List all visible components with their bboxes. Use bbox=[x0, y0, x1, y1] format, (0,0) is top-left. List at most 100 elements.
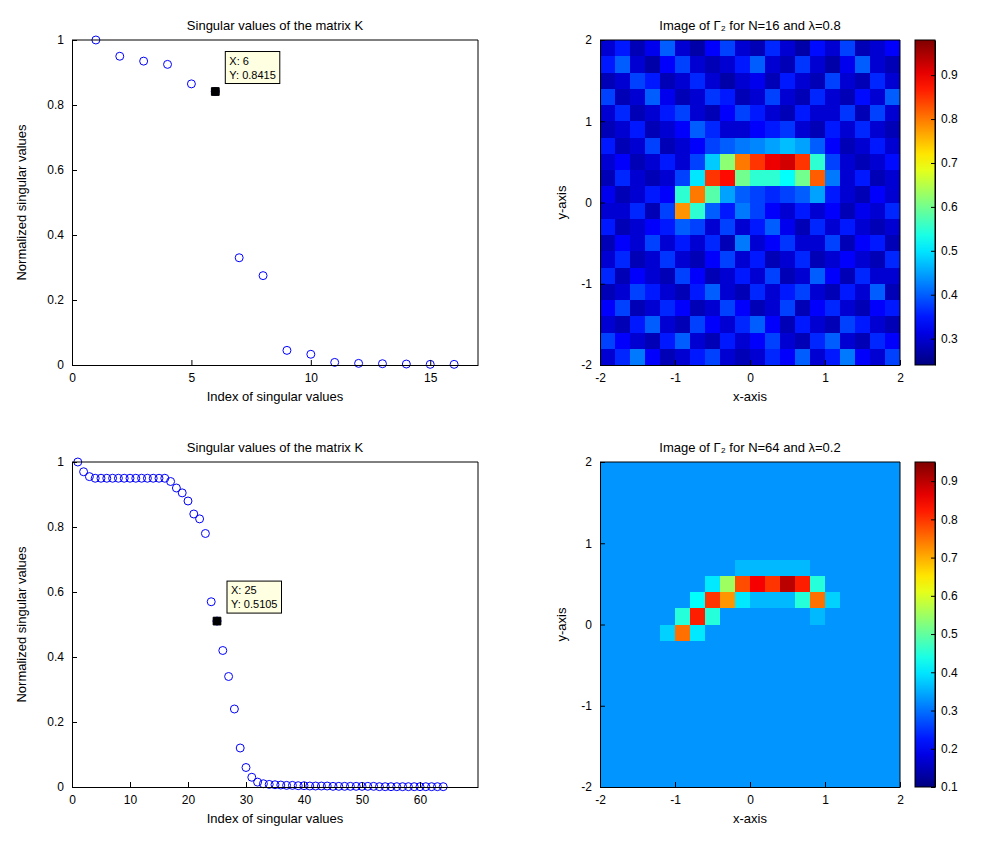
cell bbox=[765, 138, 781, 155]
cell bbox=[810, 349, 826, 365]
cell bbox=[810, 576, 826, 593]
tick-label: 0.3 bbox=[941, 332, 958, 346]
cell bbox=[600, 251, 616, 268]
axis-line bbox=[601, 787, 901, 788]
cell bbox=[810, 495, 826, 512]
cell bbox=[735, 138, 751, 155]
cell bbox=[825, 462, 841, 479]
cell bbox=[630, 284, 646, 301]
point bbox=[225, 673, 233, 681]
cell bbox=[600, 722, 616, 739]
cell bbox=[675, 592, 691, 609]
cell bbox=[690, 576, 706, 593]
tick-mark bbox=[825, 360, 826, 365]
cell bbox=[675, 673, 691, 690]
cell bbox=[840, 478, 856, 495]
cell bbox=[615, 349, 631, 365]
point bbox=[184, 497, 192, 505]
cell bbox=[705, 251, 721, 268]
cell bbox=[885, 251, 900, 268]
cell bbox=[690, 186, 706, 203]
cell bbox=[720, 657, 736, 674]
tick-label: 0.6 bbox=[47, 585, 64, 599]
tick-label: -1 bbox=[670, 793, 681, 807]
cell bbox=[795, 203, 811, 220]
cell bbox=[750, 608, 766, 625]
cell bbox=[765, 349, 781, 365]
cell bbox=[870, 706, 886, 723]
cell bbox=[660, 706, 676, 723]
cell bbox=[870, 170, 886, 187]
cell bbox=[870, 235, 886, 252]
cell bbox=[600, 300, 616, 317]
cell bbox=[825, 186, 841, 203]
cell bbox=[675, 203, 691, 220]
cell bbox=[825, 170, 841, 187]
cell bbox=[810, 203, 826, 220]
cell bbox=[720, 722, 736, 739]
point bbox=[207, 598, 215, 606]
cell bbox=[735, 495, 751, 512]
cell bbox=[840, 462, 856, 479]
cell bbox=[675, 138, 691, 155]
cell bbox=[690, 690, 706, 707]
cell bbox=[660, 690, 676, 707]
cell bbox=[600, 186, 616, 203]
annotation-box bbox=[225, 52, 280, 84]
cell bbox=[735, 576, 751, 593]
cell bbox=[660, 105, 676, 122]
cell bbox=[825, 495, 841, 512]
cell bbox=[780, 625, 796, 642]
tick-mark bbox=[931, 163, 935, 164]
cell bbox=[840, 154, 856, 171]
cell bbox=[720, 40, 736, 57]
cell bbox=[600, 560, 616, 577]
cell bbox=[690, 105, 706, 122]
cell bbox=[675, 641, 691, 658]
cell bbox=[795, 121, 811, 138]
cell bbox=[660, 333, 676, 350]
title: Image of Γ₂ for N=64 and λ=0.2 bbox=[659, 440, 840, 455]
point bbox=[164, 60, 172, 68]
tick-mark bbox=[600, 203, 605, 204]
cell bbox=[660, 219, 676, 236]
cell bbox=[645, 219, 661, 236]
tick-mark bbox=[931, 75, 935, 76]
cell bbox=[780, 251, 796, 268]
cell bbox=[825, 333, 841, 350]
cell bbox=[600, 170, 616, 187]
cell bbox=[705, 333, 721, 350]
cell bbox=[615, 268, 631, 285]
marks bbox=[74, 458, 447, 791]
cell bbox=[675, 690, 691, 707]
cell bbox=[675, 284, 691, 301]
cell bbox=[795, 771, 811, 787]
cell bbox=[600, 235, 616, 252]
cell bbox=[735, 608, 751, 625]
cell bbox=[630, 316, 646, 333]
cell bbox=[615, 105, 631, 122]
cell bbox=[780, 543, 796, 560]
cell bbox=[645, 592, 661, 609]
tick-label: 0.8 bbox=[941, 513, 958, 527]
cell bbox=[615, 722, 631, 739]
cell bbox=[870, 608, 886, 625]
cell bbox=[630, 625, 646, 642]
cell bbox=[735, 333, 751, 350]
cell bbox=[885, 495, 900, 512]
cell bbox=[780, 478, 796, 495]
cell bbox=[870, 203, 886, 220]
cell bbox=[765, 170, 781, 187]
cell bbox=[660, 235, 676, 252]
cell bbox=[795, 73, 811, 90]
cell bbox=[870, 657, 886, 674]
tick: 0.8 bbox=[47, 520, 77, 534]
cell bbox=[690, 657, 706, 674]
tick: 2 bbox=[897, 782, 904, 807]
cell bbox=[795, 105, 811, 122]
cell bbox=[855, 73, 871, 90]
cell bbox=[795, 722, 811, 739]
cell bbox=[660, 462, 676, 479]
cell bbox=[780, 706, 796, 723]
tick-mark bbox=[600, 543, 605, 544]
